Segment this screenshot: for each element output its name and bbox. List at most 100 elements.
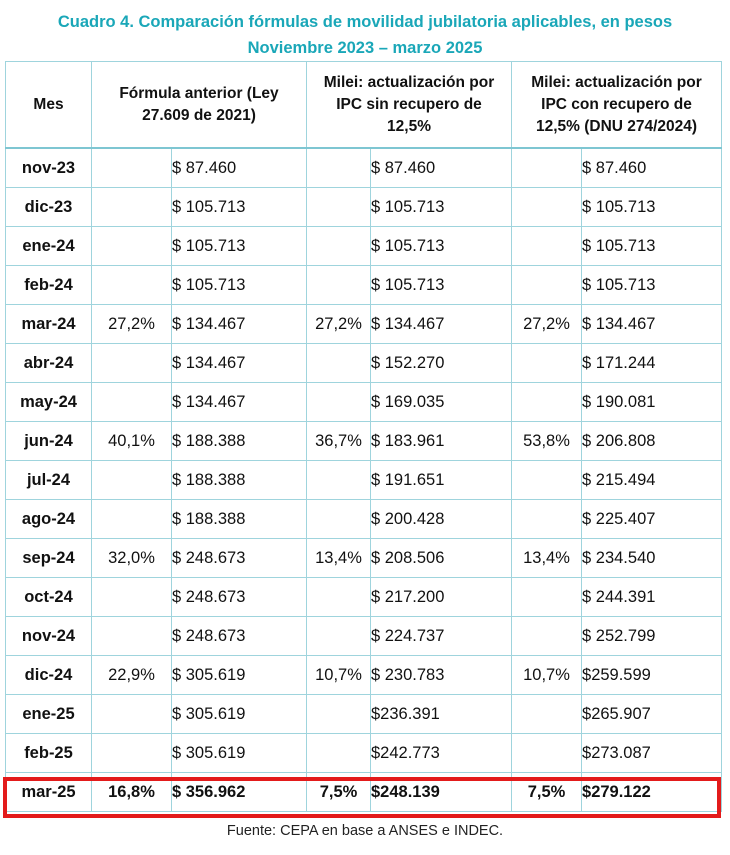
cell-value-formula-anterior: $ 305.619	[171, 733, 307, 773]
cell-value-con-recupero: $ 105.713	[581, 226, 723, 266]
cell-value-formula-anterior: $ 188.388	[171, 460, 307, 500]
cell-value-sin-recupero: $ 217.200	[369, 577, 513, 617]
table-body: nov-23 $ 87.460 $ 87.460 $ 87.460 dic-23 $ 10…	[5, 147, 723, 812]
cell-pct-sin-recupero	[306, 733, 371, 773]
cell-value-con-recupero: $ 105.713	[581, 265, 723, 305]
table-row: jun-24 40,1% $ 188.388 36,7% $ 183.961 53,8% $…	[5, 421, 723, 461]
cell-mes: feb-24	[5, 265, 92, 305]
table-row: nov-23 $ 87.460 $ 87.460 $ 87.460	[5, 147, 723, 188]
cell-value-formula-anterior: $ 188.388	[171, 499, 307, 539]
header-formula-anterior: Fórmula anterior (Ley 27.609 de 2021)	[91, 61, 307, 149]
header-sin-recupero: Milei: actualización por IPC sin recuper…	[305, 61, 513, 149]
cell-pct-sin-recupero	[306, 382, 371, 422]
cell-value-formula-anterior: $ 105.713	[171, 187, 307, 227]
cell-value-sin-recupero: $ 87.460	[369, 147, 513, 188]
cell-value-formula-anterior: $ 248.673	[171, 577, 307, 617]
table-row: mar-25 16,8% $ 356.962 7,5% $248.139 7,5% $279…	[5, 772, 723, 812]
table-row: sep-24 32,0% $ 248.673 13,4% $ 208.506 13,4% $…	[5, 538, 723, 578]
comparison-table: Mes Fórmula anterior (Ley 27.609 de 2021…	[5, 61, 723, 812]
cell-pct-con-recupero	[511, 694, 583, 734]
header-con-recupero: Milei: actualización por IPC con recuper…	[511, 61, 723, 149]
table-title: Cuadro 4. Comparación fórmulas de movili…	[0, 9, 730, 61]
cell-pct-sin-recupero	[306, 499, 371, 539]
cell-pct-con-recupero	[511, 265, 583, 305]
cell-pct-con-recupero	[511, 147, 583, 188]
cell-mes: sep-24	[5, 538, 92, 578]
cell-pct-formula-anterior: 32,0%	[91, 538, 172, 578]
cell-value-formula-anterior: $ 248.673	[171, 538, 307, 578]
cell-value-con-recupero: $ 252.799	[581, 616, 723, 656]
cell-value-sin-recupero: $ 134.467	[369, 304, 513, 344]
cell-pct-sin-recupero	[306, 460, 371, 500]
cell-mes: ene-24	[5, 226, 92, 266]
cell-mes: ago-24	[5, 499, 92, 539]
cell-mes: dic-23	[5, 187, 92, 227]
table-row: nov-24 $ 248.673 $ 224.737 $ 252.799	[5, 616, 723, 656]
cell-value-sin-recupero: $ 152.270	[369, 343, 513, 383]
cell-pct-con-recupero: 7,5%	[511, 772, 583, 812]
cell-value-sin-recupero: $236.391	[369, 694, 513, 734]
cell-value-sin-recupero: $ 105.713	[369, 265, 513, 305]
cell-value-con-recupero: $ 225.407	[581, 499, 723, 539]
cell-value-formula-anterior: $ 356.962	[171, 772, 307, 812]
cell-pct-con-recupero	[511, 343, 583, 383]
cell-pct-con-recupero: 27,2%	[511, 304, 583, 344]
cell-pct-formula-anterior	[91, 499, 172, 539]
cell-mes: jul-24	[5, 460, 92, 500]
cell-mes: may-24	[5, 382, 92, 422]
cell-pct-con-recupero	[511, 226, 583, 266]
cell-mes: oct-24	[5, 577, 92, 617]
cell-pct-sin-recupero	[306, 577, 371, 617]
title-line-2: Noviembre 2023 – marzo 2025	[247, 39, 483, 57]
cell-pct-con-recupero: 10,7%	[511, 655, 583, 695]
cell-pct-con-recupero: 13,4%	[511, 538, 583, 578]
cell-value-formula-anterior: $ 134.467	[171, 382, 307, 422]
cell-value-con-recupero: $ 206.808	[581, 421, 723, 461]
cell-value-sin-recupero: $ 224.737	[369, 616, 513, 656]
cell-value-con-recupero: $ 171.244	[581, 343, 723, 383]
cell-pct-sin-recupero	[306, 694, 371, 734]
cell-value-con-recupero: $ 244.391	[581, 577, 723, 617]
cell-pct-formula-anterior	[91, 187, 172, 227]
cell-mes: ene-25	[5, 694, 92, 734]
cell-pct-sin-recupero	[306, 265, 371, 305]
cell-pct-sin-recupero	[306, 147, 371, 188]
cell-mes: feb-25	[5, 733, 92, 773]
table-row: ene-24 $ 105.713 $ 105.713 $ 105.713	[5, 226, 723, 266]
cell-pct-sin-recupero	[306, 226, 371, 266]
cell-pct-formula-anterior	[91, 382, 172, 422]
cell-mes: nov-23	[5, 147, 92, 188]
cell-value-con-recupero: $ 234.540	[581, 538, 723, 578]
table-row: may-24 $ 134.467 $ 169.035 $ 190.081	[5, 382, 723, 422]
cell-value-con-recupero: $ 105.713	[581, 187, 723, 227]
cell-value-formula-anterior: $ 87.460	[171, 147, 307, 188]
cell-value-con-recupero: $265.907	[581, 694, 723, 734]
cell-pct-con-recupero	[511, 577, 583, 617]
cell-value-formula-anterior: $ 105.713	[171, 265, 307, 305]
table-row: dic-24 22,9% $ 305.619 10,7% $ 230.783 10,7% $…	[5, 655, 723, 695]
cell-value-con-recupero: $ 134.467	[581, 304, 723, 344]
cell-value-con-recupero: $273.087	[581, 733, 723, 773]
cell-pct-con-recupero	[511, 499, 583, 539]
cell-value-formula-anterior: $ 305.619	[171, 694, 307, 734]
cell-pct-sin-recupero: 7,5%	[306, 772, 371, 812]
cell-pct-formula-anterior: 40,1%	[91, 421, 172, 461]
source-note: Fuente: CEPA en base a ANSES e INDEC.	[226, 823, 504, 839]
cell-mes: dic-24	[5, 655, 92, 695]
cell-pct-formula-anterior: 16,8%	[91, 772, 172, 812]
cell-value-sin-recupero: $242.773	[369, 733, 513, 773]
cell-pct-con-recupero	[511, 382, 583, 422]
cell-mes: nov-24	[5, 616, 92, 656]
table-header-row: Mes Fórmula anterior (Ley 27.609 de 2021…	[5, 61, 723, 149]
table-row: oct-24 $ 248.673 $ 217.200 $ 244.391	[5, 577, 723, 617]
table-row: feb-24 $ 105.713 $ 105.713 $ 105.713	[5, 265, 723, 305]
cell-value-sin-recupero: $ 183.961	[369, 421, 513, 461]
cell-value-con-recupero: $ 87.460	[581, 147, 723, 188]
cell-value-sin-recupero: $ 105.713	[369, 187, 513, 227]
cell-value-sin-recupero: $ 230.783	[369, 655, 513, 695]
cell-pct-formula-anterior	[91, 343, 172, 383]
cell-pct-sin-recupero: 36,7%	[306, 421, 371, 461]
cell-value-con-recupero: $279.122	[581, 772, 723, 812]
cell-pct-formula-anterior	[91, 733, 172, 773]
cell-value-formula-anterior: $ 248.673	[171, 616, 307, 656]
